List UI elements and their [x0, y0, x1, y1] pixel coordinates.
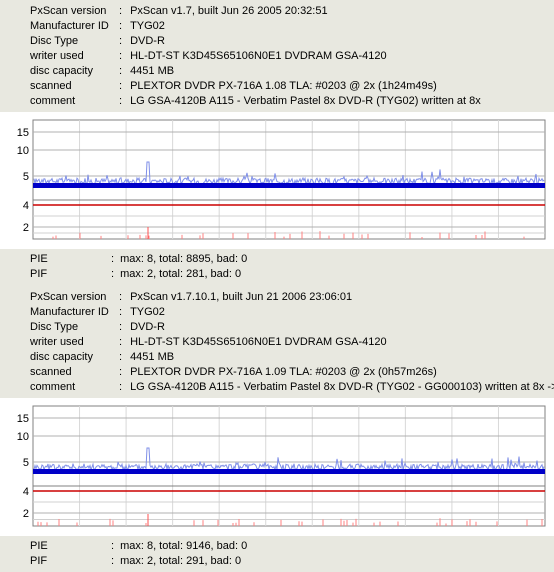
- pie-tick-label: 5: [23, 171, 29, 183]
- info-label: Disc Type: [30, 35, 79, 47]
- pie-typical-band: [33, 183, 545, 188]
- pie-tick-label: 15: [17, 127, 29, 139]
- info-value: DVD-R: [119, 34, 165, 49]
- pie-series-line: [33, 161, 545, 186]
- info-value: DVD-R: [119, 320, 165, 335]
- stats-label: PIF: [30, 268, 48, 280]
- pif-tick-label: 4: [23, 486, 29, 498]
- info-value: TYG02: [119, 19, 165, 34]
- plot-frame: [32, 119, 546, 240]
- stats-label: PIE: [30, 540, 48, 552]
- info-value: LG GSA-4120B A115 - Verbatim Pastel 8x D…: [119, 94, 481, 109]
- scan-chart-2: 15 10 5 4 2: [0, 398, 554, 536]
- info-label: scanned: [30, 80, 72, 92]
- pif-tick-label: 4: [23, 200, 29, 212]
- info-value: PxScan v1.7.10.1, built Jun 21 2006 23:0…: [119, 290, 352, 305]
- info-value: HL-DT-ST K3D45S65106N0E1 DVDRAM GSA-4120: [119, 335, 387, 350]
- info-value: 4451 MB: [119, 350, 174, 365]
- info-label: writer used: [30, 50, 84, 62]
- info-label: scanned: [30, 366, 72, 378]
- info-label: PxScan version: [30, 5, 107, 17]
- info-label: comment: [30, 95, 76, 107]
- stats-value: max: 2, total: 281, bad: 0: [111, 267, 241, 281]
- info-value: LG GSA-4120B A115 - Verbatim Pastel 8x D…: [119, 380, 554, 395]
- pie-tick-label: 5: [23, 457, 29, 469]
- info-value: PLEXTOR DVDR PX-716A 1.08 TLA: #0203 @ 2…: [119, 79, 437, 94]
- stats-value: max: 2, total: 291, bad: 0: [111, 554, 241, 568]
- info-value: TYG02: [119, 305, 165, 320]
- pie-tick-label: 10: [17, 431, 29, 443]
- scan-chart-1: 15 10 5 4 2: [0, 112, 554, 249]
- pie-pif-chart-1: 15 10 5 4 2: [0, 112, 554, 249]
- info-label: Manufacturer ID: [30, 306, 109, 318]
- scan-stats-1: PIE max: 8, total: 8895, bad: 0 PIF max: 2…: [0, 249, 554, 285]
- stats-value: max: 8, total: 9146, bad: 0: [111, 539, 247, 553]
- stats-label: PIE: [30, 253, 48, 265]
- info-label: PxScan version: [30, 291, 107, 303]
- info-label: comment: [30, 381, 76, 393]
- pie-series-line: [33, 447, 545, 472]
- info-value: PxScan v1.7, built Jun 26 2005 20:32:51: [119, 4, 328, 19]
- info-label: disc capacity: [30, 65, 93, 77]
- info-value: HL-DT-ST K3D45S65106N0E1 DVDRAM GSA-4120: [119, 49, 387, 64]
- pie-tick-label: 10: [17, 145, 29, 157]
- stats-value: max: 8, total: 8895, bad: 0: [111, 252, 247, 266]
- pie-tick-label: 15: [17, 413, 29, 425]
- info-value: PLEXTOR DVDR PX-716A 1.09 TLA: #0203 @ 2…: [119, 365, 437, 380]
- scan-info-panel-1: PxScan version PxScan v1.7, built Jun 26 …: [0, 0, 554, 112]
- info-label: Manufacturer ID: [30, 20, 109, 32]
- pie-pif-chart-2: 15 10 5 4 2: [0, 398, 554, 536]
- scan-info-panel-2: PxScan version PxScan v1.7.10.1, built Ju…: [0, 285, 554, 398]
- info-label: disc capacity: [30, 351, 93, 363]
- stats-label: PIF: [30, 555, 48, 567]
- info-value: 4451 MB: [119, 64, 174, 79]
- info-label: writer used: [30, 336, 84, 348]
- pif-tick-label: 2: [23, 222, 29, 234]
- scan-stats-2: PIE max: 8, total: 9146, bad: 0 PIF max: 2…: [0, 536, 554, 572]
- info-label: Disc Type: [30, 321, 79, 333]
- pif-tick-label: 2: [23, 508, 29, 520]
- pie-typical-band: [33, 469, 545, 474]
